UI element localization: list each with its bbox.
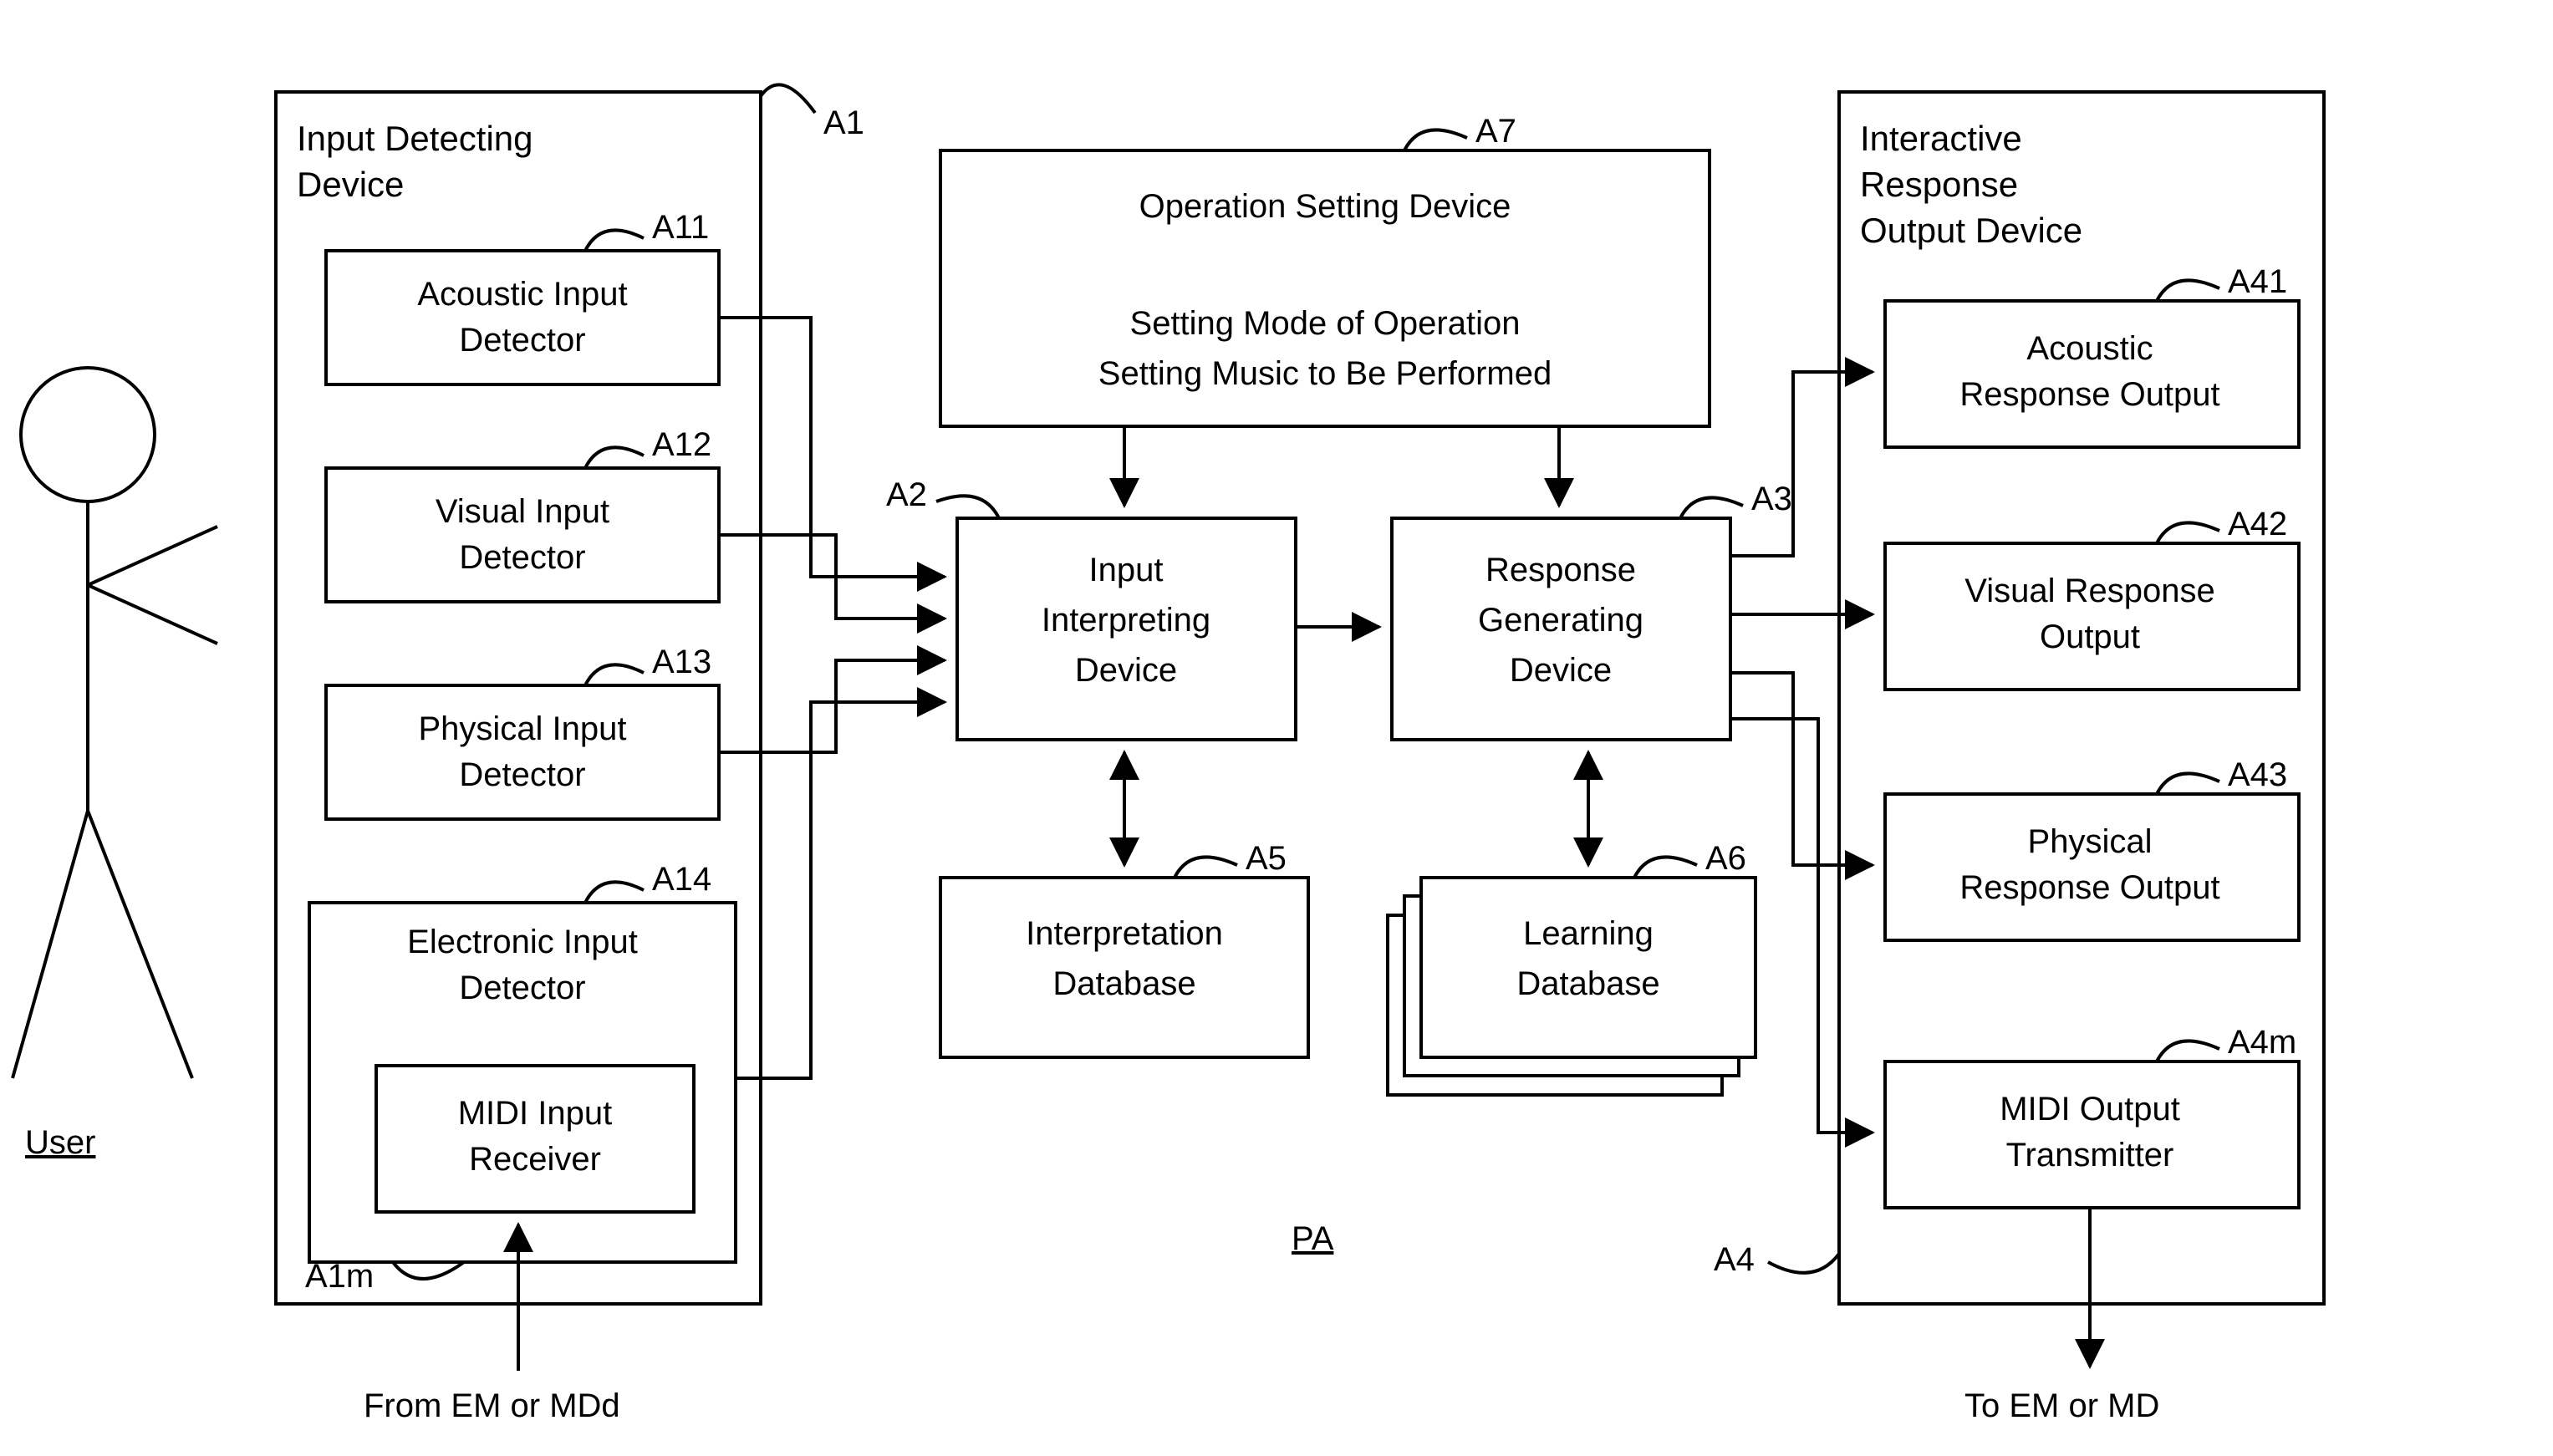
a41-callout: A41 — [2228, 263, 2287, 300]
a41-callout-curve — [2157, 280, 2219, 301]
a11-callout: A11 — [652, 209, 709, 246]
a12-line1: Visual Input — [436, 493, 609, 530]
a7-line1: Operation Setting Device — [1139, 188, 1511, 225]
a1-title-1: Input Detecting — [297, 119, 533, 158]
user-label: User — [25, 1124, 95, 1161]
from-em-label: From EM or MDd — [364, 1387, 620, 1424]
a3-callout: A3 — [1751, 481, 1792, 517]
a2-callout: A2 — [886, 476, 927, 513]
a2-line1: Input — [1089, 552, 1164, 588]
a1-callout: A1 — [823, 104, 864, 141]
a41-box — [1885, 301, 2299, 447]
a41-line1: Acoustic — [2026, 330, 2153, 367]
a12-line2: Detector — [459, 539, 585, 576]
edge-a3-a41 — [1730, 372, 1873, 556]
edge-a14-a2 — [736, 702, 945, 1078]
a42-callout-curve — [2157, 522, 2219, 543]
edge-a11-a2 — [719, 318, 945, 577]
a4-title-1: Interactive — [1860, 119, 2022, 158]
a7-callout: A7 — [1475, 113, 1516, 150]
a13-box — [326, 685, 719, 819]
a3-callout-curve — [1680, 497, 1743, 518]
edge-a3-a43 — [1730, 673, 1873, 865]
a1m-line1: MIDI Input — [458, 1095, 613, 1132]
a13-line2: Detector — [459, 756, 585, 793]
pa-label: PA — [1292, 1220, 1334, 1257]
a3-line3: Device — [1510, 652, 1612, 689]
a5-callout-curve — [1175, 857, 1237, 878]
a12-callout: A12 — [652, 426, 711, 463]
a6-callout-curve — [1634, 857, 1697, 878]
a2-line2: Interpreting — [1042, 602, 1210, 639]
a42-line2: Output — [2040, 619, 2140, 655]
a4-title-2: Response — [1860, 165, 2018, 204]
a7-line2: Setting Mode of Operation — [1130, 305, 1521, 342]
a14-callout: A14 — [652, 861, 711, 898]
edge-a13-a2 — [719, 660, 945, 752]
a4m-box — [1885, 1061, 2299, 1208]
a5-callout: A5 — [1246, 840, 1287, 877]
a3-line2: Generating — [1478, 602, 1643, 639]
a11-line2: Detector — [459, 322, 585, 359]
a14-line1: Electronic Input — [407, 924, 638, 960]
a1m-callout-curve — [393, 1262, 464, 1279]
a42-callout: A42 — [2228, 506, 2287, 542]
a4m-line2: Transmitter — [2006, 1137, 2174, 1173]
a1m-box — [376, 1066, 694, 1212]
a5-line1: Interpretation — [1026, 915, 1223, 952]
user-figure — [13, 368, 217, 1078]
a1-callout-curve — [761, 84, 815, 113]
a13-callout-curve — [585, 664, 644, 685]
a11-callout-curve — [585, 230, 644, 251]
a6-line1: Learning — [1523, 915, 1654, 952]
a14-line2: Detector — [459, 970, 585, 1006]
a6-callout: A6 — [1705, 840, 1746, 877]
to-em-label: To EM or MD — [1964, 1387, 2159, 1424]
a12-box — [326, 468, 719, 602]
a7-callout-curve — [1404, 130, 1467, 150]
a2-line3: Device — [1075, 652, 1177, 689]
a42-line1: Visual Response — [1964, 573, 2214, 609]
a5-line2: Database — [1052, 965, 1195, 1002]
a43-callout: A43 — [2228, 756, 2287, 793]
a14-callout-curve — [585, 882, 644, 903]
a13-callout: A13 — [652, 644, 711, 680]
a6-line2: Database — [1516, 965, 1659, 1002]
a11-line1: Acoustic Input — [417, 276, 627, 313]
a43-line1: Physical — [2028, 823, 2153, 860]
a3-line1: Response — [1485, 552, 1636, 588]
a7-line3: Setting Music to Be Performed — [1098, 355, 1552, 392]
a1-title-2: Device — [297, 165, 404, 204]
a42-box — [1885, 543, 2299, 690]
a1m-line2: Receiver — [469, 1141, 601, 1178]
a4-callout-curve — [1768, 1254, 1839, 1273]
a4-callout: A4 — [1714, 1241, 1755, 1278]
a1m-callout: A1m — [305, 1258, 374, 1295]
a43-box — [1885, 794, 2299, 940]
a4m-line1: MIDI Output — [2000, 1091, 2180, 1128]
a4m-callout-curve — [2157, 1041, 2219, 1061]
a43-callout-curve — [2157, 773, 2219, 794]
a43-line2: Response Output — [1959, 869, 2219, 906]
a11-box — [326, 251, 719, 384]
a2-callout-curve — [936, 496, 999, 518]
a4m-callout: A4m — [2228, 1024, 2296, 1061]
a13-line1: Physical Input — [418, 710, 626, 747]
a41-line2: Response Output — [1959, 376, 2219, 413]
a12-callout-curve — [585, 447, 644, 468]
a4-title-3: Output Device — [1860, 211, 2082, 250]
